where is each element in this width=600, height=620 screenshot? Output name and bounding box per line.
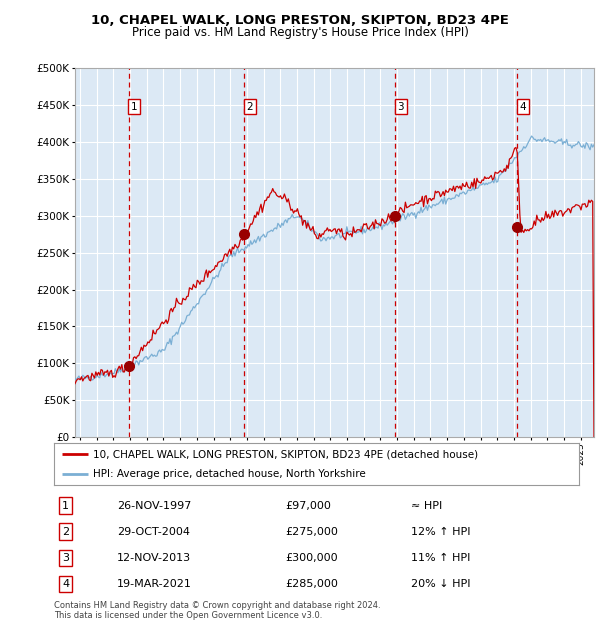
Text: 4: 4 bbox=[520, 102, 527, 112]
Text: ≈ HPI: ≈ HPI bbox=[411, 500, 442, 510]
Text: 2: 2 bbox=[62, 526, 69, 536]
Text: £97,000: £97,000 bbox=[285, 500, 331, 510]
Text: £300,000: £300,000 bbox=[285, 552, 338, 562]
Text: 10, CHAPEL WALK, LONG PRESTON, SKIPTON, BD23 4PE: 10, CHAPEL WALK, LONG PRESTON, SKIPTON, … bbox=[91, 14, 509, 27]
Text: This data is licensed under the Open Government Licence v3.0.: This data is licensed under the Open Gov… bbox=[54, 611, 322, 620]
Text: 26-NOV-1997: 26-NOV-1997 bbox=[117, 500, 191, 510]
Text: 3: 3 bbox=[62, 552, 69, 562]
Text: 4: 4 bbox=[62, 578, 69, 588]
Text: 19-MAR-2021: 19-MAR-2021 bbox=[117, 578, 192, 588]
Text: 1: 1 bbox=[62, 500, 69, 510]
Text: 11% ↑ HPI: 11% ↑ HPI bbox=[411, 552, 470, 562]
Text: 1: 1 bbox=[131, 102, 137, 112]
Text: Contains HM Land Registry data © Crown copyright and database right 2024.: Contains HM Land Registry data © Crown c… bbox=[54, 601, 380, 611]
Text: £275,000: £275,000 bbox=[285, 526, 338, 536]
Text: Price paid vs. HM Land Registry's House Price Index (HPI): Price paid vs. HM Land Registry's House … bbox=[131, 26, 469, 39]
Text: 12-NOV-2013: 12-NOV-2013 bbox=[117, 552, 191, 562]
Text: HPI: Average price, detached house, North Yorkshire: HPI: Average price, detached house, Nort… bbox=[94, 469, 366, 479]
Text: £285,000: £285,000 bbox=[285, 578, 338, 588]
Text: 10, CHAPEL WALK, LONG PRESTON, SKIPTON, BD23 4PE (detached house): 10, CHAPEL WALK, LONG PRESTON, SKIPTON, … bbox=[94, 450, 479, 459]
Text: 20% ↓ HPI: 20% ↓ HPI bbox=[411, 578, 470, 588]
Text: 29-OCT-2004: 29-OCT-2004 bbox=[117, 526, 190, 536]
Text: 12% ↑ HPI: 12% ↑ HPI bbox=[411, 526, 470, 536]
Text: 2: 2 bbox=[247, 102, 253, 112]
Text: 3: 3 bbox=[397, 102, 404, 112]
